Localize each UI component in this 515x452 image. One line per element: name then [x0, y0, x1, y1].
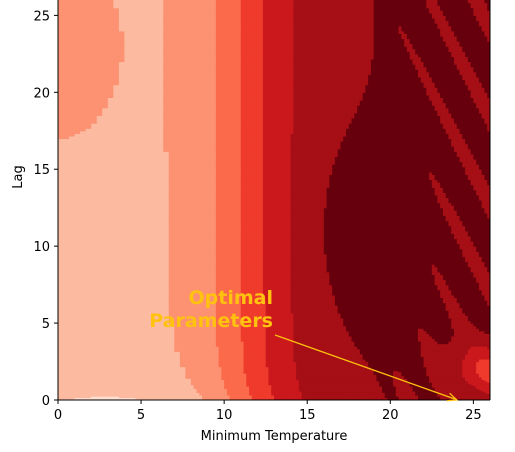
contour-field [58, 0, 491, 401]
